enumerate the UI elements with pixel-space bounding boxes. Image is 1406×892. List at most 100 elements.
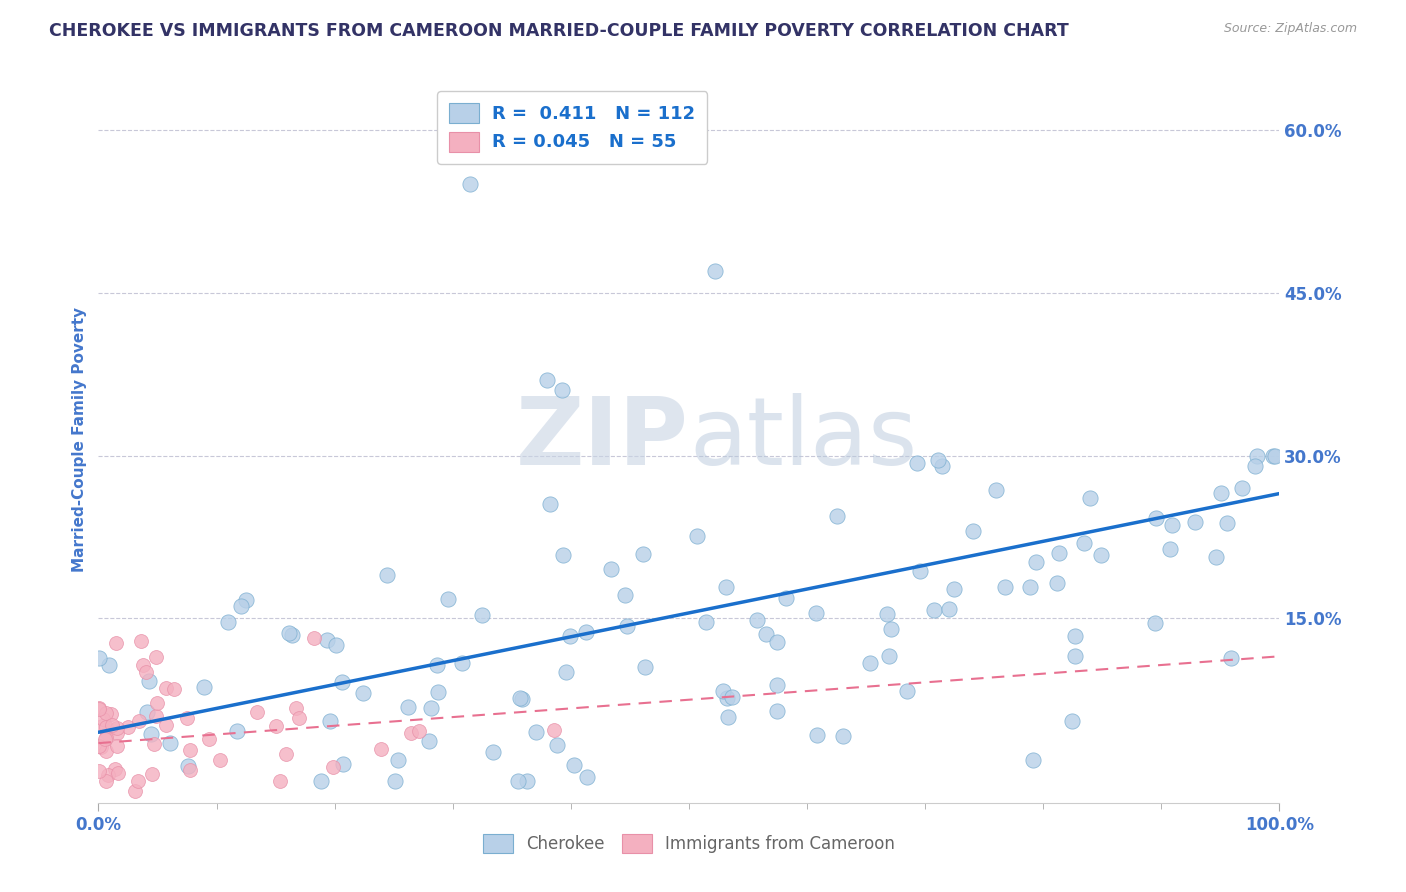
Point xyxy=(1261,449,1284,463)
Point xyxy=(159,736,181,750)
Point xyxy=(766,635,789,649)
Point xyxy=(132,658,155,673)
Point xyxy=(551,384,574,398)
Point xyxy=(564,757,586,772)
Point xyxy=(543,723,565,738)
Point xyxy=(163,682,186,697)
Point xyxy=(370,741,392,756)
Point xyxy=(89,764,111,778)
Point xyxy=(128,714,150,728)
Point xyxy=(1064,629,1087,643)
Point xyxy=(89,739,111,753)
Point xyxy=(927,453,949,467)
Point xyxy=(117,720,139,734)
Point xyxy=(1047,546,1070,560)
Point xyxy=(278,626,301,640)
Point xyxy=(124,784,146,798)
Point xyxy=(198,732,221,747)
Point xyxy=(1232,481,1254,495)
Point xyxy=(285,701,308,715)
Point xyxy=(209,753,232,767)
Point xyxy=(229,599,252,613)
Point xyxy=(330,675,353,690)
Point xyxy=(560,629,582,643)
Point xyxy=(905,456,928,470)
Point xyxy=(375,568,398,582)
Point xyxy=(94,731,117,745)
Point xyxy=(1184,516,1206,530)
Point xyxy=(1159,541,1181,556)
Point xyxy=(711,684,734,698)
Point xyxy=(104,762,127,776)
Point xyxy=(235,593,257,607)
Point xyxy=(766,704,789,718)
Point xyxy=(143,737,166,751)
Point xyxy=(600,561,623,575)
Point xyxy=(1160,517,1182,532)
Point xyxy=(471,607,494,622)
Point xyxy=(1046,576,1069,591)
Point xyxy=(1064,648,1087,663)
Point xyxy=(510,691,533,706)
Point xyxy=(508,774,530,789)
Point xyxy=(87,701,110,715)
Point xyxy=(179,763,201,777)
Point xyxy=(105,636,128,650)
Point xyxy=(276,747,298,761)
Point xyxy=(1244,459,1267,474)
Point xyxy=(876,607,898,621)
Point xyxy=(155,681,177,695)
Point xyxy=(139,727,162,741)
Point xyxy=(105,721,128,735)
Point xyxy=(524,725,547,739)
Point xyxy=(631,547,654,561)
Point xyxy=(94,774,117,789)
Legend: Cherokee, Immigrants from Cameroon: Cherokee, Immigrants from Cameroon xyxy=(477,827,901,860)
Point xyxy=(516,774,538,789)
Point xyxy=(127,774,149,789)
Point xyxy=(87,651,110,665)
Point xyxy=(217,615,239,629)
Point xyxy=(437,591,460,606)
Point xyxy=(396,699,419,714)
Point xyxy=(97,768,120,782)
Point xyxy=(107,766,129,780)
Point xyxy=(97,657,120,672)
Point xyxy=(264,719,287,733)
Point xyxy=(316,632,339,647)
Point xyxy=(100,706,122,721)
Point xyxy=(859,656,882,670)
Point xyxy=(91,712,114,726)
Point xyxy=(458,178,481,192)
Point xyxy=(1215,516,1237,530)
Point xyxy=(105,725,128,739)
Point xyxy=(302,631,325,645)
Point xyxy=(962,524,984,538)
Y-axis label: Married-Couple Family Poverty: Married-Couple Family Poverty xyxy=(72,307,87,572)
Point xyxy=(427,684,450,698)
Point xyxy=(1144,511,1167,525)
Point xyxy=(418,734,440,748)
Text: ZIP: ZIP xyxy=(516,393,689,485)
Point xyxy=(1073,536,1095,550)
Point xyxy=(938,601,960,615)
Point xyxy=(146,696,169,710)
Point xyxy=(922,603,945,617)
Point xyxy=(1022,753,1045,767)
Point xyxy=(614,588,637,602)
Point xyxy=(576,771,599,785)
Point xyxy=(896,684,918,698)
Point xyxy=(94,720,117,734)
Point xyxy=(825,508,848,523)
Point xyxy=(384,774,406,789)
Point xyxy=(509,690,531,705)
Point xyxy=(332,757,354,772)
Point xyxy=(634,660,657,674)
Point xyxy=(322,760,344,774)
Point xyxy=(225,724,247,739)
Point xyxy=(94,732,117,747)
Point xyxy=(177,759,200,773)
Point xyxy=(319,714,342,728)
Point xyxy=(546,738,568,752)
Point xyxy=(721,690,744,704)
